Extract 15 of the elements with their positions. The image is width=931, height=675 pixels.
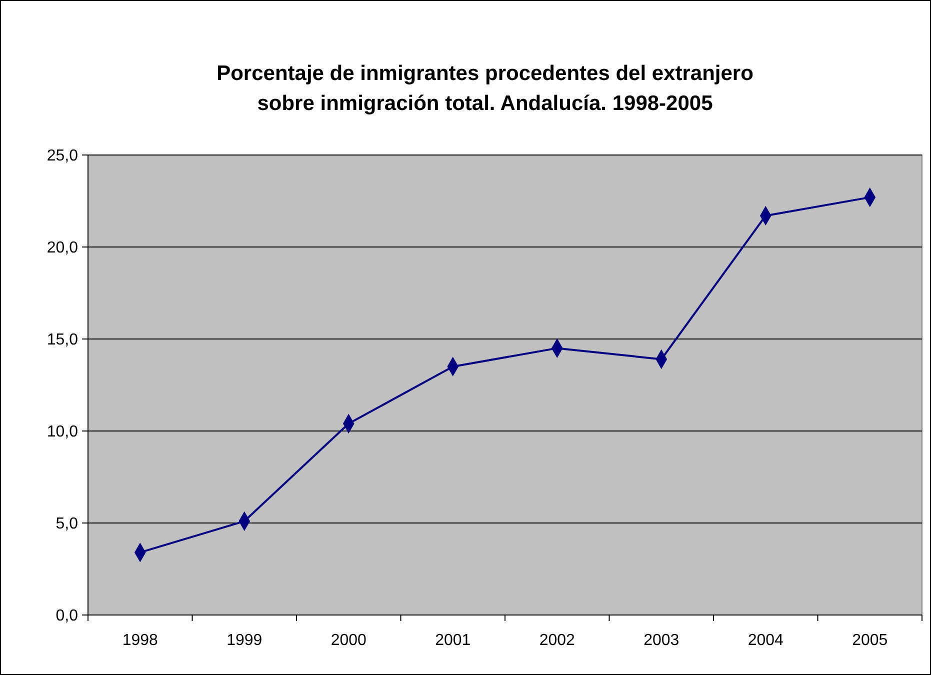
chart-title: Porcentaje de inmigrantes procedentes del extranjero sobre inmigración total. Andalucía. 1998-2005 [216,62,754,115]
y-tick-label: 20,0 [46,240,78,257]
y-tick-label: 5,0 [56,516,78,533]
y-tick-label: 0,0 [56,608,78,625]
x-tick-label: 2003 [644,632,680,649]
x-tick-label: 2001 [435,632,471,649]
x-tick-label: 2004 [748,632,784,649]
x-tick-label: 2005 [852,632,888,649]
x-tick-label: 1998 [122,632,158,649]
y-tick-label: 10,0 [46,424,78,441]
x-tick-label: 1999 [226,632,262,649]
y-tick-label: 15,0 [46,332,78,349]
y-tick-label: 25,0 [46,148,78,165]
x-tick-label: 2002 [539,632,576,649]
x-tick-label: 2000 [330,632,367,649]
